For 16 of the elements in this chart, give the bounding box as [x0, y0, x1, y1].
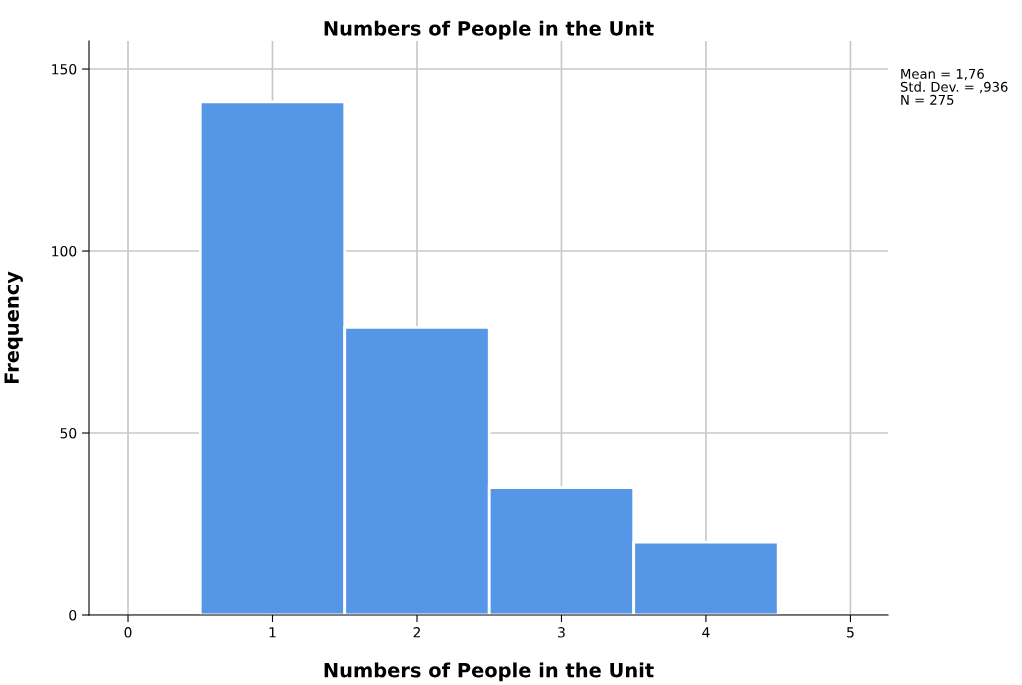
- text: N = 275: [901, 94, 954, 105]
- x-tick-label: 1: [269, 627, 276, 638]
- y-tick-label: 150: [52, 64, 77, 75]
- y-tick-label: 50: [60, 427, 77, 439]
- y-tick-label: 100: [52, 245, 77, 257]
- x-tick-label: 2: [413, 627, 421, 638]
- y-axis-title: Frequency: [4, 271, 23, 384]
- text: Std. Dev. = ,936: [900, 81, 1008, 94]
- chart-title: Numbers of People in the Unit: [324, 20, 654, 40]
- x-tick-label: 5: [847, 627, 854, 638]
- x-tick-label: 0: [124, 627, 132, 638]
- x-tick-label: 4: [702, 627, 710, 638]
- x-axis-title: Numbers of People in the Unit: [324, 662, 654, 682]
- text: Mean = 1,76: [901, 68, 984, 81]
- x-tick-label: 3: [558, 627, 565, 638]
- y-tick-label: 0: [69, 609, 77, 621]
